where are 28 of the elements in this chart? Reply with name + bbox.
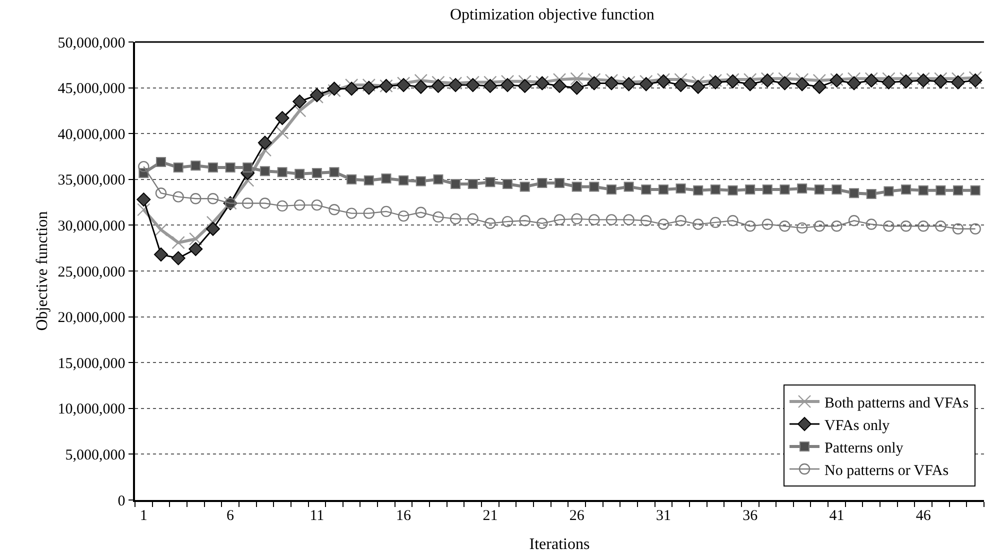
y-tick-label: 45,000,000 xyxy=(58,81,126,98)
y-tick-label: 25,000,000 xyxy=(58,264,126,280)
legend-label: VFAs only xyxy=(824,418,890,434)
y-tick-label: 15,000,000 xyxy=(58,356,126,372)
legend-label: Patterns only xyxy=(824,440,904,456)
y-tick-label: 10,000,000 xyxy=(58,402,126,418)
x-tick-label: 26 xyxy=(569,508,585,524)
y-tick-label: 50,000,000 xyxy=(58,35,126,52)
x-tick-label: 41 xyxy=(829,508,844,524)
x-tick-label: 1 xyxy=(140,508,148,524)
x-tick-label: 11 xyxy=(310,508,324,524)
legend-label: No patterns or VFAs xyxy=(824,462,949,479)
legend-label: Both patterns and VFAs xyxy=(824,395,969,412)
x-tick-label: 46 xyxy=(916,508,932,524)
x-tick-label: 21 xyxy=(482,508,498,524)
chart-title: Optimization objective function xyxy=(450,6,654,24)
y-axis-title: Objective function xyxy=(34,211,52,331)
x-tick-label: 16 xyxy=(396,508,412,524)
y-tick-label: 20,000,000 xyxy=(58,310,126,326)
x-tick-label: 36 xyxy=(742,508,758,524)
x-axis-title: Iterations xyxy=(529,536,590,553)
y-tick-label: 40,000,000 xyxy=(58,126,126,143)
y-tick-label: 30,000,000 xyxy=(58,218,126,234)
x-tick-label: 6 xyxy=(226,508,235,524)
y-tick-label: 5,000,000 xyxy=(65,447,126,464)
x-tick-label: 31 xyxy=(656,508,671,524)
y-tick-label: 0 xyxy=(118,493,126,510)
y-tick-label: 35,000,000 xyxy=(58,172,126,189)
